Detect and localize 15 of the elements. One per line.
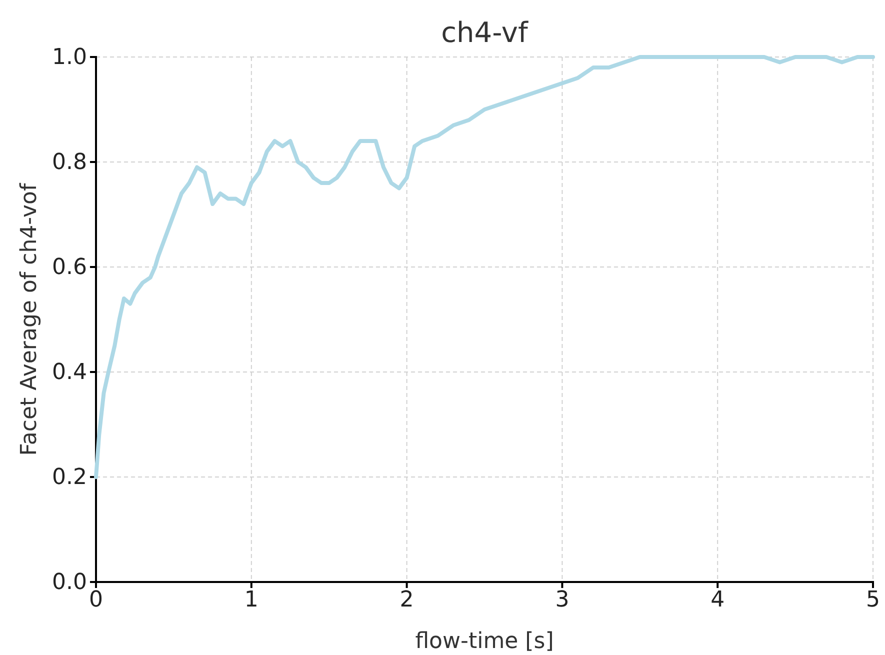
y-axis-title: Facet Average of ch4-vof <box>17 182 42 456</box>
x-tick-label: 4 <box>710 588 725 613</box>
y-tick-label: 0.0 <box>52 570 87 596</box>
y-tick-label: 0.4 <box>52 360 87 386</box>
x-tick-label: 2 <box>400 588 414 613</box>
x-axis-title: flow-time [s] <box>415 629 554 654</box>
y-tick-label: 1.0 <box>52 45 87 70</box>
x-tick-label: 1 <box>244 588 258 613</box>
x-tick-label: 3 <box>555 588 570 613</box>
x-tick-label: 0 <box>89 588 103 613</box>
y-tick-label: 0.6 <box>52 255 87 280</box>
x-tick-label: 5 <box>866 588 880 613</box>
y-tick-label: 0.8 <box>52 150 87 176</box>
y-tick-label: 0.2 <box>52 465 87 490</box>
chart-title: ch4-vf <box>441 16 530 49</box>
